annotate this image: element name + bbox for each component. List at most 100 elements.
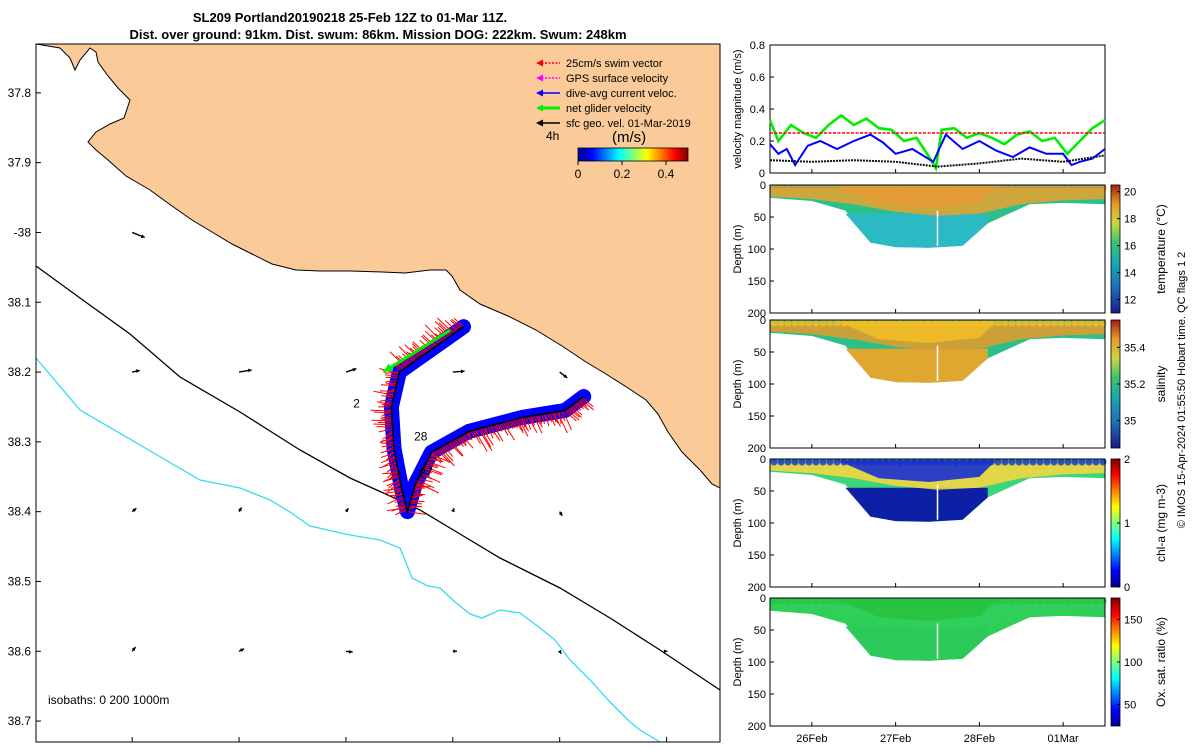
section-sample-dot (798, 597, 806, 605)
section-sample-dot (931, 319, 939, 327)
section-colorbar-title: temperature (°C) (1154, 204, 1168, 294)
section-sample-dot (903, 597, 911, 605)
section-sample-dot (854, 458, 862, 466)
swim-vector (392, 492, 403, 499)
swim-vector (424, 465, 443, 475)
swim-vector (388, 454, 396, 464)
swim-vector (436, 448, 451, 464)
section-sample-dot (903, 184, 911, 192)
section-colorbar-title: salinity (1154, 366, 1168, 403)
section-y-tick-label: 150 (748, 689, 766, 701)
legend-arrowhead (536, 119, 543, 127)
velocity-ylabel: velocity magnitude (m/s) (732, 49, 744, 168)
section-sample-dot (882, 319, 890, 327)
section-sample-dot (1092, 597, 1100, 605)
geo-velocity-arrowhead (352, 367, 357, 372)
section-ylabel: Depth (m) (732, 638, 744, 687)
swim-vector (556, 411, 568, 434)
swim-vector (396, 363, 404, 371)
swim-vector (581, 397, 594, 408)
section-y-tick-label: 100 (748, 379, 766, 391)
section-sample-dot (1001, 458, 1009, 466)
section-sample-dot (1057, 319, 1065, 327)
swim-vector (577, 400, 590, 411)
day-label: 28 (414, 429, 428, 443)
geo-velocity-arrowhead (563, 374, 568, 378)
section-sample-dot (973, 458, 981, 466)
swim-vector (475, 429, 479, 435)
map-y-tick-label: -38 (14, 225, 32, 239)
section-colorbar-label: 16 (1124, 241, 1136, 253)
speed-colorbar-ticks: 0 0.2 0.4 (575, 161, 675, 181)
swim-vector (464, 433, 473, 441)
section-sample-dot (980, 458, 988, 466)
glider-track (370, 317, 595, 520)
section-y-tick-label: 50 (754, 347, 766, 359)
swim-vector (551, 412, 559, 424)
section-ylabel: Depth (m) (732, 499, 744, 548)
swim-vector (385, 450, 395, 462)
section-sample-dot (791, 597, 799, 605)
map-axis-ticks: 140.4140.6140.8141141.2141.437.837.9-383… (8, 86, 668, 742)
map-y-tick-label: 38.5 (8, 574, 32, 588)
section-sample-dot (903, 319, 911, 327)
section-sample-dot (889, 597, 897, 605)
section-sample-dot (1022, 597, 1030, 605)
swim-vector (437, 326, 450, 338)
section-sample-dot (987, 319, 995, 327)
section-sample-dot (812, 597, 820, 605)
map-y-tick-label: 38.3 (8, 435, 32, 449)
section-sample-dot (854, 319, 862, 327)
velocity-y-tick-label: 0.6 (750, 72, 765, 84)
swim-vector (387, 466, 398, 479)
swim-vector (506, 421, 511, 428)
time-x-tick-label: 28Feb (964, 733, 995, 745)
section-sample-dot (987, 597, 995, 605)
swim-vector (525, 416, 532, 431)
swim-vector (493, 424, 504, 442)
section-sample-dot (1015, 184, 1023, 192)
section-y-tick-label: 50 (754, 625, 766, 637)
section-sample-dot (819, 319, 827, 327)
swim-vector (370, 409, 392, 412)
section-sample-dot (826, 319, 834, 327)
section-sample-dot (966, 458, 974, 466)
geo-velocity-arrowhead (558, 511, 563, 516)
swim-vector (518, 418, 529, 437)
section-ylabel: Depth (m) (732, 225, 744, 274)
legend-arrowhead (536, 74, 543, 82)
swim-vector (567, 407, 580, 418)
section-sample-dot (917, 184, 925, 192)
velocity-y-tick-label: 0 (759, 168, 765, 180)
section-y-tick-label: 200 (748, 308, 766, 320)
section-sample-dot (1092, 458, 1100, 466)
section-sample-dot (1092, 184, 1100, 192)
swim-vector (431, 451, 442, 464)
section-sample-dot (1064, 319, 1072, 327)
section-sample-dot (917, 319, 925, 327)
swim-vector (397, 363, 405, 369)
section-sample-dot (854, 184, 862, 192)
swim-vector (470, 430, 476, 439)
section-sample-dot (1029, 184, 1037, 192)
swim-vector (383, 488, 402, 491)
section-sample-dot (861, 184, 869, 192)
section-colorbar-label: 150 (1124, 614, 1142, 626)
section-sample-dot (1071, 458, 1079, 466)
legend-label: sfc geo. vel. 01-Mar-2019 (566, 118, 691, 130)
swim-vector (485, 426, 489, 436)
section-sample-dot (847, 319, 855, 327)
geo-velocity-arrowhead (131, 647, 136, 651)
swim-vector (411, 494, 422, 498)
section-sample-dot (1085, 597, 1093, 605)
section-y-tick-label: 0 (760, 315, 766, 327)
swim-vector (373, 411, 392, 414)
section-deep-layer (845, 487, 988, 522)
section-sample-dot (896, 597, 904, 605)
geo-velocity-arrowhead (247, 368, 252, 373)
section-sample-dot (952, 458, 960, 466)
map-legend: 25cm/s swim vector GPS surface velocity di… (536, 58, 691, 130)
day-label: 2 (353, 396, 360, 410)
section-sample-dot (805, 458, 813, 466)
